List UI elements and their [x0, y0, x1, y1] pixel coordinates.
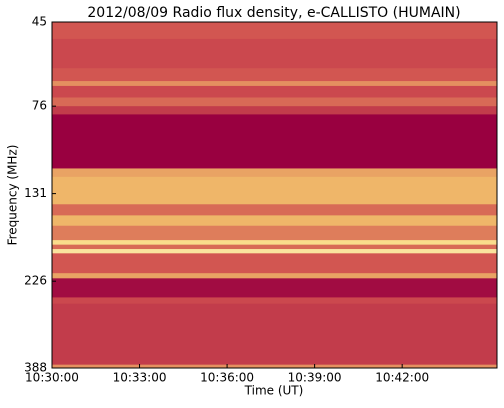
y-tick-label: 76 [32, 99, 47, 113]
spectrum-band [52, 297, 497, 305]
x-axis-label: Time (UT) [244, 384, 304, 398]
y-tick-label: 388 [24, 361, 47, 375]
x-tick-label: 10:36:00 [200, 371, 254, 385]
spectrum-band [52, 364, 497, 369]
y-tick-label: 226 [24, 274, 47, 288]
x-tick-label: 10:30:00 [25, 371, 79, 385]
spectrum-band [52, 38, 497, 69]
spectrum-band [52, 278, 497, 298]
spectrum-band [52, 204, 497, 216]
spectrum-band [52, 215, 497, 227]
spectrum-band [52, 81, 497, 87]
x-tick-label: 10:33:00 [113, 371, 167, 385]
y-axis-label: Frequency (MHz) [6, 145, 20, 246]
spectrum-band [52, 85, 497, 98]
spectrum-band [52, 168, 497, 178]
spectrum-band [52, 22, 497, 40]
spectrum-band [52, 176, 497, 205]
spectrum-band [52, 244, 497, 250]
spectrum-band [52, 253, 497, 274]
x-tick-label: 10:39:00 [288, 371, 342, 385]
plot-frame [51, 21, 498, 369]
spectrum-band [52, 249, 497, 254]
spectrum-band [52, 225, 497, 241]
y-tick-label: 45 [32, 15, 47, 29]
x-tick-label: 10:42:00 [375, 371, 429, 385]
spectrum-band [52, 114, 497, 169]
chart-title: 2012/08/09 Radio flux density, e-CALLIST… [87, 5, 460, 21]
y-tick-label: 131 [24, 186, 47, 200]
spectrum-band [52, 273, 497, 279]
spectrum-band [52, 68, 497, 82]
spectrum-band [52, 97, 497, 107]
spectrum-band [52, 303, 497, 366]
spectrum-band [52, 240, 497, 246]
spectrum-band [52, 106, 497, 115]
